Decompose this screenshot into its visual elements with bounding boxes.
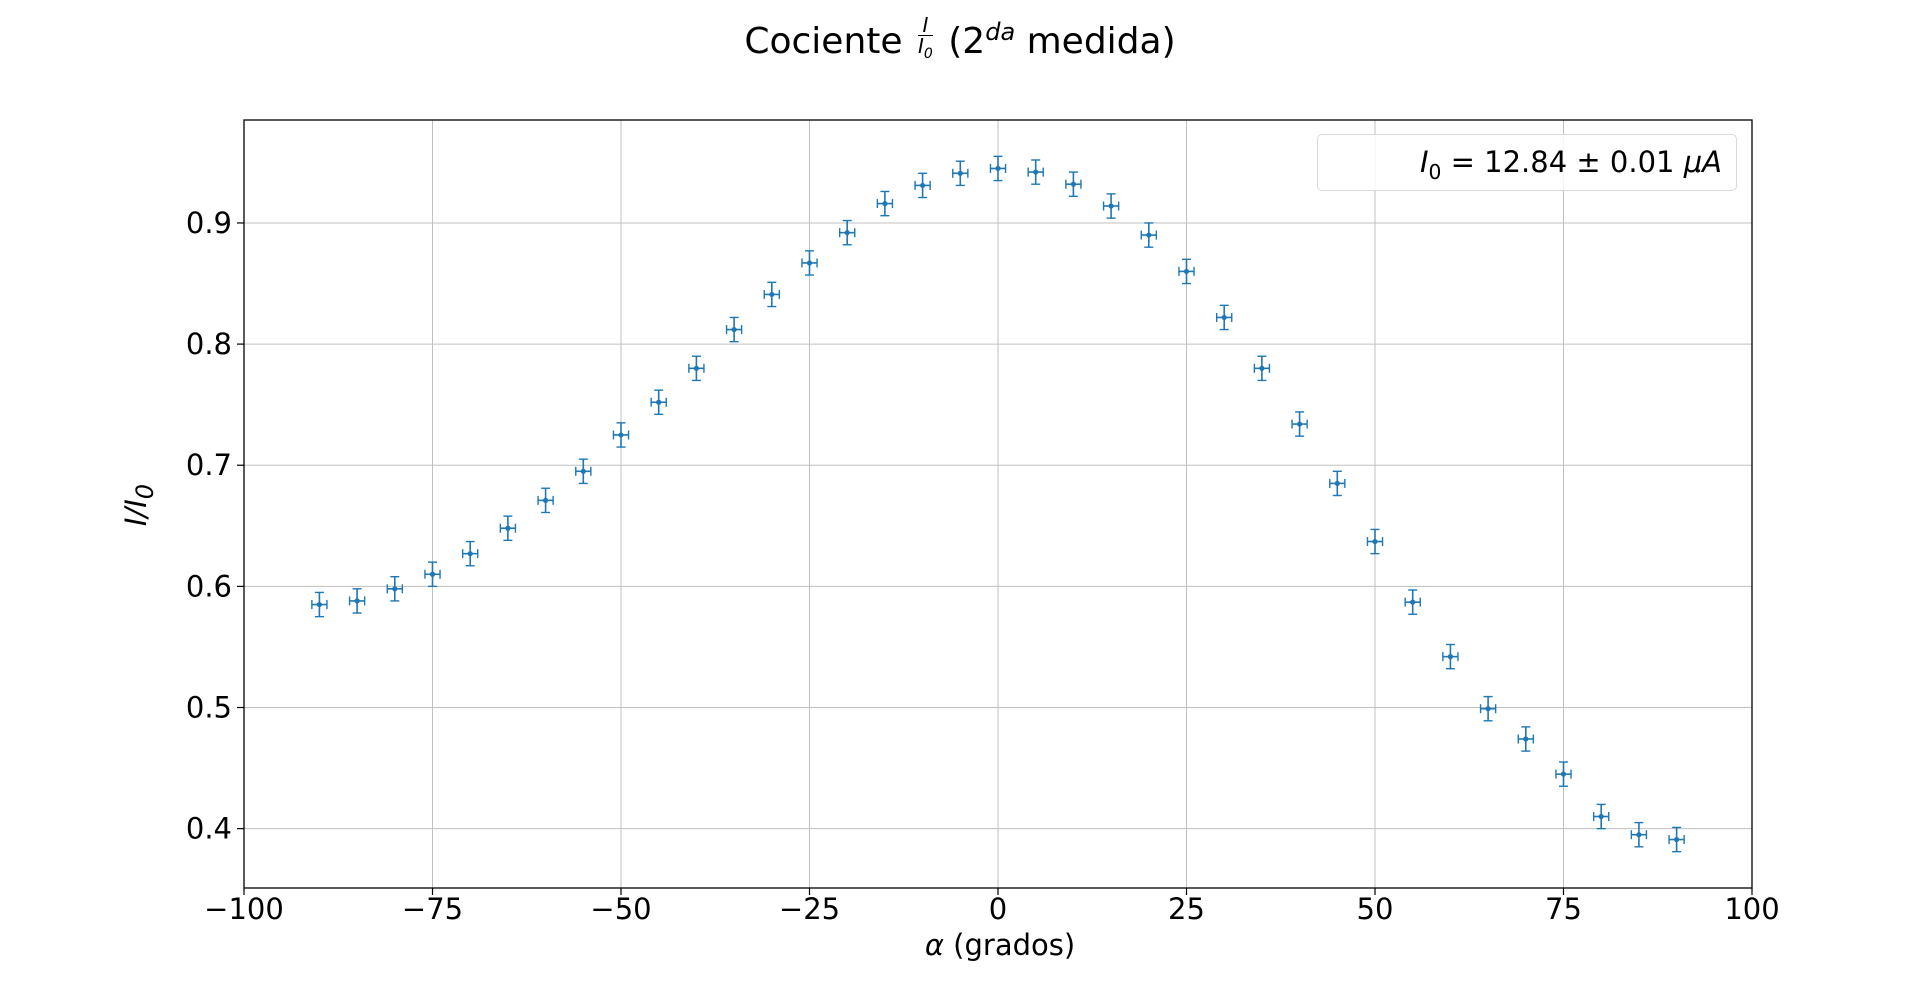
data-point — [1253, 355, 1271, 382]
x-tick-label: −25 — [779, 892, 840, 926]
data-point — [1442, 643, 1459, 670]
y-tick-label: 0.4 — [186, 812, 232, 846]
data-point — [1291, 411, 1308, 437]
y-tick-label: 0.6 — [186, 569, 232, 603]
title-frac-denominator: I0 — [918, 36, 933, 64]
data-point — [838, 219, 856, 246]
data-point — [348, 588, 366, 614]
ylabel-main: I/I — [119, 499, 154, 527]
title-mid: (2 — [936, 21, 986, 62]
legend-unit: μA — [1683, 145, 1722, 179]
y-tick-label: 0.5 — [186, 691, 232, 725]
legend-main: I — [1419, 145, 1429, 179]
title-fraction: I I0 — [917, 15, 933, 64]
x-axis-label: α (grados) — [925, 928, 1075, 962]
title-superscript: da — [985, 18, 1016, 46]
x-tick-label: 75 — [1545, 892, 1582, 926]
data-point — [1404, 589, 1421, 615]
data-point — [1102, 193, 1120, 219]
ylabel-sub: 0 — [130, 483, 159, 500]
data-point — [989, 155, 1007, 182]
data-point — [612, 422, 630, 448]
data-point — [1329, 470, 1346, 497]
data-point — [1555, 761, 1572, 787]
data-point — [688, 355, 705, 382]
title-frac-numerator: I — [917, 15, 933, 36]
y-tick-label: 0.8 — [186, 327, 232, 361]
data-point — [1065, 171, 1082, 198]
data-point — [575, 458, 592, 485]
xlabel-text: (grados) — [943, 928, 1076, 962]
y-tick-label: 0.9 — [186, 206, 232, 240]
data-point — [952, 160, 969, 187]
axis-ticks: −100 −75 −50 −25 0 25 50 75 100 0.4 0.5 0.6 0.7 0.8 0.… — [186, 206, 1780, 926]
data-point — [1366, 528, 1384, 555]
data-point — [1479, 695, 1497, 722]
chart-title: Cociente I I0 (2da medida) — [0, 15, 1920, 68]
x-tick-label: 0 — [989, 892, 1007, 926]
legend-sub: 0 — [1428, 159, 1442, 184]
data-point — [1178, 258, 1195, 285]
data-point — [499, 515, 517, 542]
data-point — [914, 172, 931, 199]
y-tick-label: 0.7 — [186, 448, 232, 482]
data-point — [1215, 304, 1233, 331]
legend: I0 = 12.84 ± 0.01 μA — [1317, 134, 1737, 191]
data-point — [311, 591, 328, 618]
data-point — [725, 316, 743, 343]
data-point — [1027, 159, 1044, 185]
data-point — [763, 281, 781, 308]
x-tick-label: −100 — [204, 892, 284, 926]
data-point — [1630, 821, 1648, 848]
x-tick-label: 50 — [1357, 892, 1394, 926]
title-suffix: medida) — [1015, 21, 1176, 62]
xlabel-symbol: α — [924, 928, 944, 962]
data-point — [876, 190, 894, 217]
title-frac-den-main: I — [917, 33, 924, 58]
data-point — [1140, 222, 1158, 248]
data-point — [461, 540, 479, 567]
title-frac-den-sub: 0 — [923, 45, 933, 62]
data-point — [424, 561, 441, 588]
data-point — [801, 250, 818, 276]
x-tick-label: −50 — [590, 892, 651, 926]
grid-lines — [243, 120, 1753, 888]
x-tick-label: 25 — [1168, 892, 1205, 926]
data-point — [1592, 803, 1610, 830]
data-points — [311, 155, 1685, 853]
y-axis-label: I/I0 — [119, 484, 159, 526]
title-prefix: Cociente — [744, 21, 914, 62]
data-point — [537, 487, 554, 514]
data-point — [1668, 826, 1685, 853]
data-point — [386, 575, 404, 602]
x-tick-label: 100 — [1724, 892, 1779, 926]
legend-value: = 12.84 ± 0.01 — [1441, 145, 1684, 179]
data-point — [1517, 726, 1535, 752]
x-tick-label: −75 — [402, 892, 463, 926]
data-point — [650, 389, 667, 416]
